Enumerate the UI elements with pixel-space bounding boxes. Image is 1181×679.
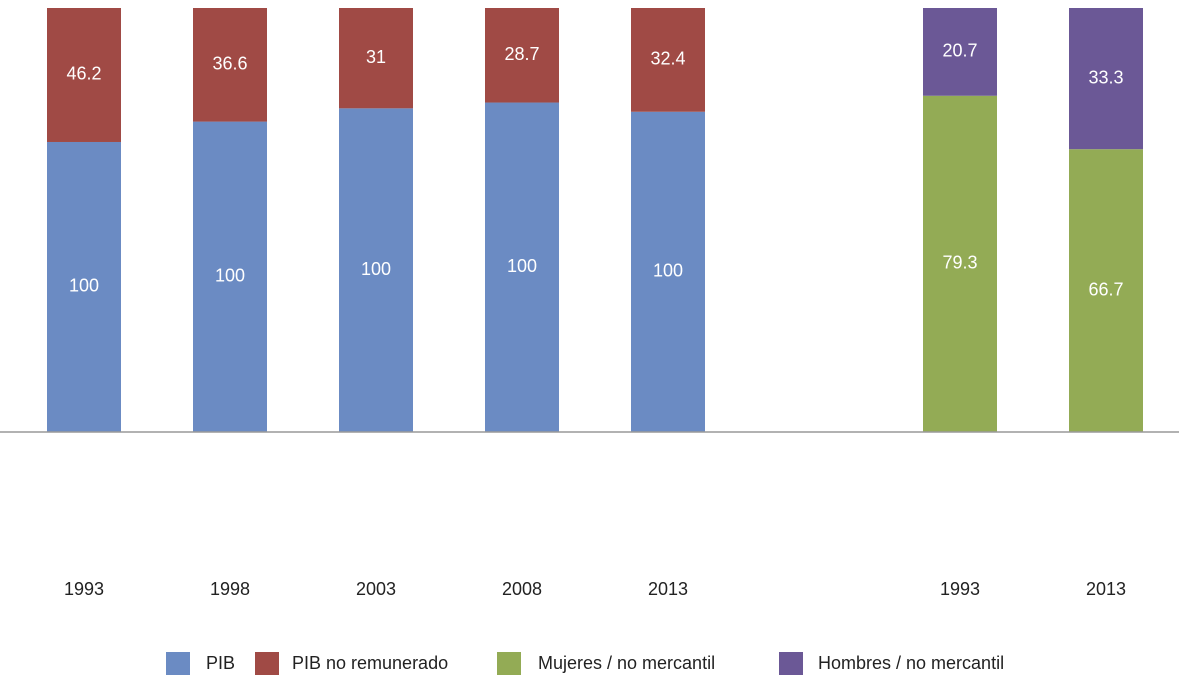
legend-label: PIB: [206, 653, 235, 673]
bar-segment: [485, 102, 559, 433]
x-tick-label: 1993: [64, 579, 104, 599]
x-tick-label: 1998: [210, 579, 250, 599]
data-label: 32.4: [650, 49, 685, 69]
data-label: 100: [653, 261, 683, 281]
bar-segment: [485, 8, 559, 103]
legend-swatch: [497, 652, 521, 675]
data-label: 66.7: [1088, 279, 1123, 299]
bar-segment: [923, 8, 997, 96]
legend-label: Mujeres / no mercantil: [538, 653, 715, 673]
data-label: 100: [215, 266, 245, 286]
bar-segment: [923, 95, 997, 432]
data-label: 46.2: [66, 64, 101, 84]
bar-segment: [631, 111, 705, 433]
bar-segment: [193, 8, 267, 122]
x-tick-label: 2013: [1086, 579, 1126, 599]
bar-segment: [1069, 149, 1143, 432]
x-tick-label: 2003: [356, 579, 396, 599]
x-tick-label: 2008: [502, 579, 542, 599]
data-label: 33.3: [1088, 67, 1123, 87]
data-label: 20.7: [942, 41, 977, 61]
bar-segment: [47, 8, 121, 142]
bar-segment: [339, 8, 413, 109]
legend-swatch: [779, 652, 803, 675]
data-label: 100: [69, 276, 99, 296]
data-label: 100: [507, 256, 537, 276]
bar-segment: [47, 141, 121, 432]
data-label: 28.7: [504, 44, 539, 64]
data-label: 100: [361, 259, 391, 279]
legend-swatch: [166, 652, 190, 675]
x-tick-label: 2013: [648, 579, 688, 599]
legend-label: Hombres / no mercantil: [818, 653, 1004, 673]
data-label: 36.6: [212, 54, 247, 74]
data-label: 31: [366, 47, 386, 67]
x-tick-label: 1993: [940, 579, 980, 599]
bar-segment: [631, 8, 705, 112]
bar-segment: [193, 121, 267, 433]
bar-segment: [1069, 8, 1143, 150]
bar-segment: [339, 108, 413, 432]
data-label: 79.3: [942, 253, 977, 273]
legend-label: PIB no remunerado: [292, 653, 448, 673]
legend-swatch: [255, 652, 279, 675]
